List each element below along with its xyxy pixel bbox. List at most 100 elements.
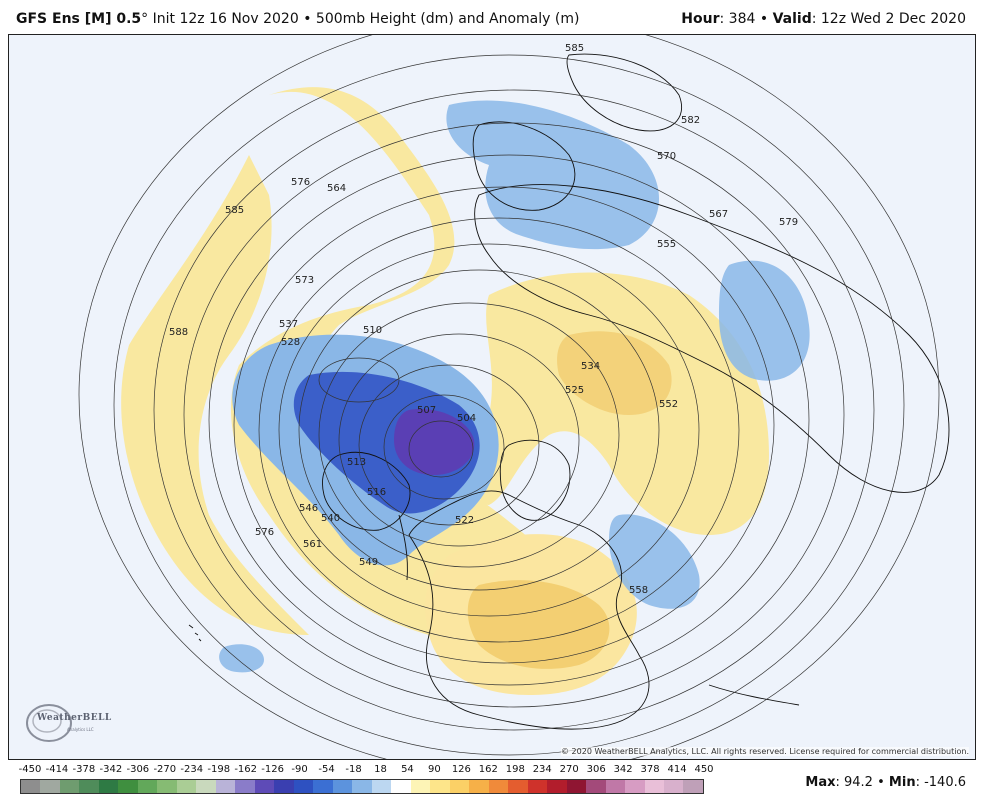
contour-ring [233,186,775,664]
colorbar-tick-label: -126 [261,764,284,775]
caribbean-outline [708,684,800,706]
valid-time: Hour: 384 • Valid: 12z Wed 2 Dec 2020 [681,11,966,27]
colorbar-swatch [118,780,138,793]
colorbar-tick-label: 90 [428,764,441,775]
colorbar-tick-label: -270 [153,764,177,775]
colorbar-swatch [352,780,372,793]
contour-label: 537 [279,319,298,330]
field-name: 500mb Height (dm) and Anomaly (m) [315,11,580,27]
height-contours [78,35,940,759]
logo-ring [26,704,72,742]
colorbar-tick-label: -414 [45,764,69,775]
colorbar-tick-label: -234 [180,764,204,775]
init-time: Init 12z 16 Nov 2020 [152,11,299,27]
colorbar-swatch [371,780,392,793]
header: GFS Ens [M] 0.5° Init 12z 16 Nov 2020 • … [0,0,984,34]
colorbar-tick-label: 234 [532,764,552,775]
contour-label: 570 [657,151,676,162]
colorbar-swatch [59,780,80,793]
europe-outline [472,121,576,211]
contour-ring [278,243,700,617]
max-min-stats: Max: 94.2 • Min: -140.6 [805,775,966,790]
alaska-outline [322,451,411,531]
contour-label: 567 [709,209,728,220]
map-panel: 585 582 579 570 567 564 576 573 555 510 … [8,34,976,760]
colorbar-swatch [430,780,450,793]
copyright-notice: © 2020 WeatherBELL Analytics, LLC. All r… [561,747,969,756]
colorbar-swatch [235,780,255,793]
colorbar-swatch [293,780,314,793]
colorbar-tick-label: 414 [667,764,687,775]
europe-trough [446,100,659,250]
contour-label: 510 [363,325,382,336]
contour-ring [208,154,810,686]
contour-ring [113,54,905,756]
contour-label: 522 [455,515,474,526]
contour-label: 525 [565,385,584,396]
contour-label: 546 [299,503,318,514]
contour-label: 564 [327,183,346,194]
colorbar-swatch [566,780,587,793]
contour-label: 507 [417,405,436,416]
colorbar-swatch [332,780,353,793]
colorbar-tick-label: 306 [586,764,606,775]
colorbar-swatch [98,780,119,793]
asia-trough [719,260,810,381]
colorbar-tick-label: 342 [613,764,633,775]
colorbar-swatch [137,780,158,793]
contour-ring [153,89,875,731]
stats-bullet: • [877,775,885,790]
contour-label: 585 [565,43,584,54]
colorbar-swatch [625,780,645,793]
colorbar-tick-labels: -450 -414 -378 -342 -306 -270 -234 -198 -162 -126… [19,764,714,778]
logo-subtext: Analytics LLC [67,727,94,732]
colorbar-swatch [586,780,606,793]
polar-map: 585 582 579 570 567 564 576 573 555 510 … [78,35,950,759]
alaska-trough-core [394,409,475,475]
colorbar-swatch [683,780,703,793]
contour-labels: 585 582 579 570 567 564 576 573 555 510 … [169,43,798,596]
valid-label: Valid [772,11,812,27]
contour-label: 588 [169,327,188,338]
colorbar-tick-label: -306 [126,764,150,775]
contour-label: 558 [629,585,648,596]
contour-label: 504 [457,413,476,424]
colorbar-tick-label: -378 [72,764,96,775]
colorbar-swatch [313,780,333,793]
contour-label: 576 [255,527,274,538]
max-value: : 94.2 [835,775,873,790]
title-bullet: • [303,11,312,27]
negative-anomaly-regions [219,100,810,673]
model-name: GFS Ens [M] 0.5 [16,11,142,27]
colorbar-swatch [410,780,431,793]
degree-symbol: ° [141,11,149,27]
atlantic-trough [609,514,700,609]
colorbar-tick-label: -342 [99,764,123,775]
ridge-core-us [467,580,610,669]
africa-outline [566,53,683,132]
colorbar-swatch [21,780,41,793]
colorbar-swatch [196,780,216,793]
colorbar-tick-label: -18 [345,764,362,775]
colorbar-tick-label: -162 [234,764,258,775]
colorbar-tick-label: 162 [478,764,498,775]
coastlines [188,53,950,730]
min-value: : -140.6 [915,775,966,790]
colorbar-tick-label: 198 [505,764,525,775]
contour-ring [408,420,474,478]
contour-ring [78,35,940,759]
colorbar-tick-label: 18 [374,764,387,775]
colorbar-swatch [469,780,489,793]
colorbar-tick-label: -198 [207,764,231,775]
logo-swirl [26,704,72,742]
colorbar-swatch [274,780,294,793]
colorbar-swatch [449,780,470,793]
contour-ring [358,364,540,526]
colorbar-tick-label: 270 [559,764,579,775]
colorbar-swatch [215,780,236,793]
contour-ring [383,394,505,500]
anomaly-colorbar: -450 -414 -378 -342 -306 -270 -234 -198 -162 -126… [19,764,714,794]
logo-ring-inner [32,709,62,733]
colorbar-swatch [547,780,567,793]
contour-ring [298,269,660,591]
